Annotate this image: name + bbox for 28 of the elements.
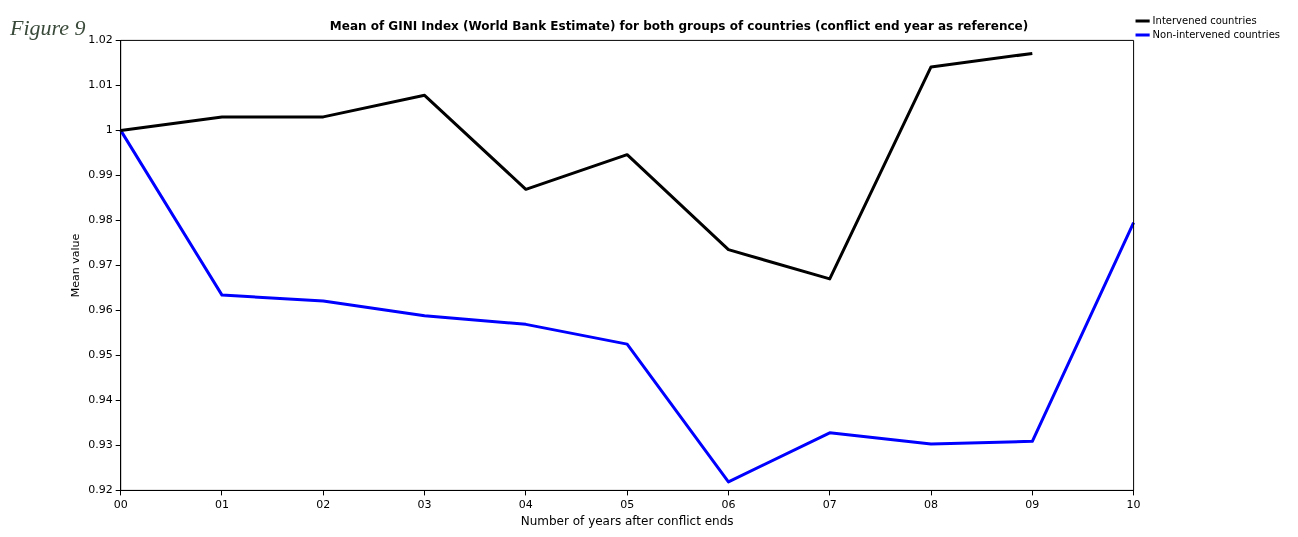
x-axis-title: Number of years after conflict ends <box>520 513 734 528</box>
y-tick-label: 0.96 <box>88 303 113 317</box>
x-tick-label: 03 <box>417 497 432 511</box>
x-tick-label: 04 <box>518 497 533 511</box>
x-tick-label: 01 <box>214 497 229 511</box>
x-tick-label: 07 <box>822 497 837 511</box>
y-axis-title: Mean value <box>69 233 83 298</box>
y-tick-label: 0.93 <box>88 438 113 452</box>
legend-label: Non-intervened countries <box>1152 28 1281 40</box>
caption: Figure 9 <box>9 14 86 40</box>
x-tick-label: 08 <box>924 497 939 511</box>
y-tick-label: 1.01 <box>88 78 113 92</box>
x-tick-label: 06 <box>721 497 736 511</box>
y-tick-label: 0.92 <box>88 483 113 497</box>
legend-label: Intervened countries <box>1152 14 1257 26</box>
y-tick-label: 0.94 <box>88 393 113 407</box>
chart-title: Mean of GINI Index (World Bank Estimate) for both groups of countries (conflict end year as reference) <box>329 19 1029 34</box>
x-tick-label: 05 <box>620 497 635 511</box>
x-tick-label: 02 <box>316 497 331 511</box>
y-tick-label: 0.95 <box>88 348 113 362</box>
x-tick-label: 00 <box>113 497 128 511</box>
x-tick-label: 10 <box>1126 497 1141 511</box>
x-tick-label: 09 <box>1025 497 1040 511</box>
y-tick-label: 0.99 <box>88 168 113 182</box>
y-tick-label: 1.02 <box>88 33 113 47</box>
y-tick-label: 0.97 <box>88 258 113 272</box>
y-tick-label: 1 <box>105 123 113 137</box>
y-tick-label: 0.98 <box>88 213 113 227</box>
